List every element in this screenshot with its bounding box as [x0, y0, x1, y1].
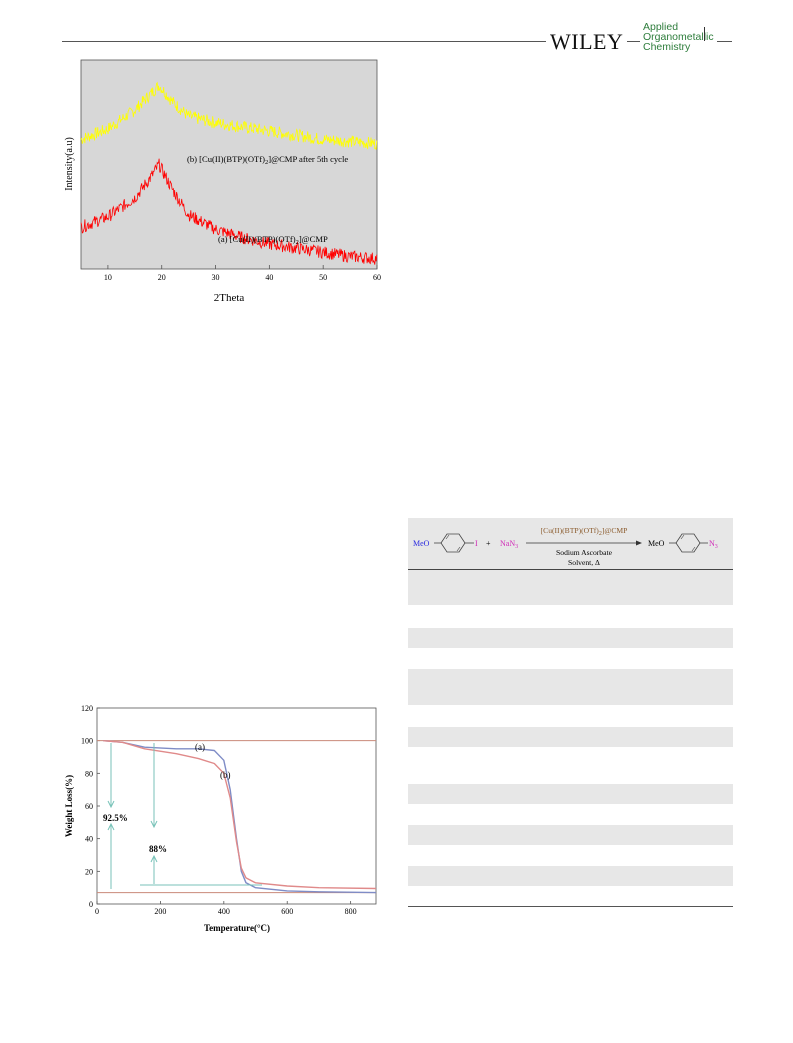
journal-line-2: Organometallic [643, 31, 714, 43]
journal-line-3: Chemistry [643, 41, 691, 53]
table-row-band [408, 628, 733, 648]
tga-x-ticks: 0 200 400 600 800 [95, 901, 357, 916]
page-number-tick [704, 27, 705, 41]
xrd-series-line-0 [80, 81, 378, 150]
xrd-y-axis-label: Intensity(a.u) [64, 137, 75, 191]
xrd-x-tick-label: 60 [373, 273, 381, 282]
reagent-nan3: NaN3 [500, 539, 518, 550]
xrd-label-a: (a) [Cu(II)(BTP)(OTf)2]@CMP [218, 234, 328, 246]
tga-plot-area [96, 707, 377, 905]
tga-y-tick-label: 20 [85, 867, 93, 876]
xrd-x-axis-label: 2Theta [214, 292, 245, 304]
tga-arrows [107, 743, 262, 889]
tga-y-tick-label: 40 [85, 835, 93, 844]
tga-x-axis-label: Temperature(°C) [204, 923, 270, 933]
publisher-name: WILEY [550, 29, 624, 54]
xrd-x-tick-label: 40 [265, 273, 273, 282]
journal-logo: Applied Organometallic Chemistry [640, 22, 717, 52]
xrd-label-b-text: (b) [Cu(II)(BTP)(OTf) [187, 154, 265, 164]
xrd-x-tick-label: 50 [319, 273, 327, 282]
tga-x-tick-label: 200 [154, 907, 166, 916]
scheme-divider [408, 569, 733, 570]
tga-series-line-1 [103, 740, 377, 890]
tga-series-line-0 [103, 740, 377, 894]
tga-y-axis-label: Weight Loss(%) [64, 775, 74, 837]
condition-solvent: Solvent, Δ [568, 558, 600, 567]
xrd-series-group [80, 81, 378, 265]
header-rule [62, 41, 732, 42]
xrd-x-ticks: 10 20 30 40 50 60 [104, 265, 381, 282]
table-row-band [408, 784, 733, 804]
xrd-label-a-text: (a) [Cu(II)(BTP)(OTf) [218, 234, 296, 244]
xrd-x-tick-label: 10 [104, 273, 112, 282]
xrd-plot-area [80, 59, 378, 270]
tga-series-group [103, 740, 377, 894]
tga-x-tick-label: 800 [345, 907, 357, 916]
tga-annotation-92-5: 92.5% [103, 813, 128, 823]
condition-sodium-ascorbate: Sodium Ascorbate [556, 548, 613, 557]
reactant-benzene-ring [440, 533, 466, 553]
table-row-band [408, 669, 733, 705]
xrd-series-line-1 [80, 158, 378, 265]
tga-y-tick-label: 100 [81, 737, 93, 746]
tga-y-tick-label: 60 [85, 802, 93, 811]
xrd-label-b: (b) [Cu(II)(BTP)(OTf)2]@CMP after 5th cy… [187, 154, 348, 166]
reactant-meo: MeO [413, 539, 430, 548]
reactant-iodo: I [475, 539, 478, 548]
tga-y-tick-label: 0 [89, 900, 93, 909]
table-row-band [408, 825, 733, 845]
tga-x-tick-label: 600 [281, 907, 293, 916]
table-row-band [408, 866, 733, 886]
table-row-band [408, 727, 733, 747]
tga-series-b-label: (b) [220, 770, 231, 780]
tga-annotation-88: 88% [149, 844, 167, 854]
xrd-figure: 10 20 30 40 50 60 2Theta Intensity(a.u) (b) [… [64, 59, 381, 304]
product-meo: MeO [648, 539, 665, 548]
publisher-logo: WILEY [546, 29, 628, 55]
tga-x-tick-label: 400 [218, 907, 230, 916]
scheme-plus: + [486, 539, 491, 548]
product-azide: N3 [709, 539, 718, 550]
table-bottom-rule [408, 906, 733, 907]
tga-y-tick-label: 120 [81, 704, 93, 713]
journal-line-1: Applied [643, 21, 679, 33]
xrd-x-tick-label: 20 [158, 273, 166, 282]
xrd-x-tick-label: 30 [212, 273, 220, 282]
catalyst-label: [Cu(II)(BTP)(OTf)2]@CMP [541, 526, 628, 537]
tga-series-a-label: (a) [195, 742, 205, 752]
tga-y-tick-label: 80 [85, 769, 93, 778]
tga-x-tick-label: 0 [95, 907, 99, 916]
reaction-scheme-box [408, 518, 733, 605]
reaction-scheme: MeO I + NaN3 [Cu(II)(BTP)(OTf)2]@CMP Sod… [413, 526, 718, 567]
product-benzene-ring [675, 533, 701, 553]
